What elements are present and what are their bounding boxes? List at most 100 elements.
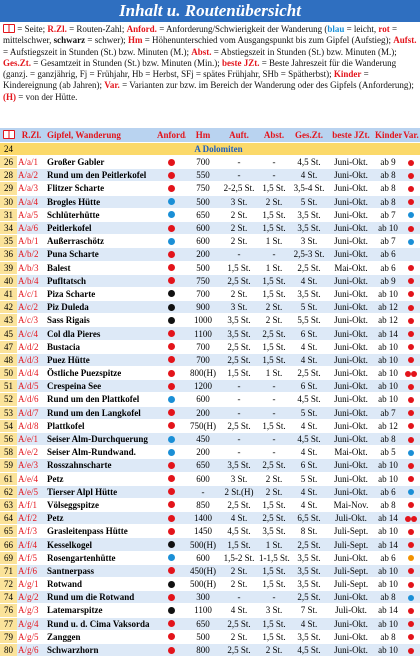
descent-time: 2,5 St.	[258, 511, 290, 526]
variant-dot	[408, 357, 414, 364]
legend-text: = leicht,	[344, 24, 379, 34]
difficulty-dot	[167, 184, 175, 192]
route-row: 31 A/a/5 Schlüterhütte 650 2 St. 1,5 St. 3,5 S…	[0, 208, 420, 222]
variants	[402, 287, 420, 302]
column-header: Ges.Zt.	[290, 128, 328, 143]
total-time: 8 St.	[290, 524, 328, 539]
best-season: Juni-Okt.	[328, 247, 374, 262]
difficulty-dot	[167, 303, 175, 311]
legend-text: beste JZt.	[221, 57, 260, 68]
elevation: 700	[186, 155, 220, 170]
route-name: Flitzer Scharte	[46, 181, 156, 196]
legend-text: Ges.Zt.	[3, 57, 31, 68]
descent-time: 2 St.	[258, 472, 290, 486]
variants	[402, 274, 420, 288]
best-season: Mai-Okt.	[328, 445, 374, 460]
difficulty	[156, 313, 186, 328]
total-time: 6 St.	[290, 326, 328, 341]
variants	[402, 353, 420, 368]
legend-text: blau	[327, 24, 345, 34]
descent-time: 1,5 St.	[258, 221, 290, 236]
elevation: 700	[186, 353, 220, 368]
ascent-time: -	[220, 590, 258, 605]
route-name: Schlüterhütte	[46, 208, 156, 222]
route-name: Puna Scharte	[46, 247, 156, 262]
best-season: Juni-Okt.	[328, 155, 374, 170]
route-row: 51 A/d/5 Crespeina See 1200- -6 St. Juni-Okt.…	[0, 379, 420, 394]
route-number: A/c/4	[17, 326, 46, 341]
total-time: 5 St.	[290, 406, 328, 420]
best-season: Juni-Okt.	[328, 340, 374, 354]
variant-dot	[405, 370, 411, 377]
route-name: Rosengartenhütte	[46, 551, 156, 565]
route-name: Rotwand	[46, 577, 156, 592]
elevation: 200	[186, 445, 220, 460]
route-row: 50 A/d/4 Östliche Puezspitze 800(H) 1,5 St. 1…	[0, 366, 420, 381]
page-number: 50	[0, 366, 17, 381]
legend-text: Anford.	[126, 24, 157, 34]
difficulty-dot	[167, 211, 175, 219]
children-age: ab 7	[374, 406, 402, 420]
ascent-time: -	[220, 406, 258, 420]
children-age: ab 10	[374, 617, 402, 631]
ascent-time: 2 St.	[220, 564, 258, 579]
route-name: Petz	[46, 511, 156, 526]
difficulty-dot	[167, 448, 175, 456]
route-number: A/g/3	[17, 603, 46, 618]
ascent-time: 2-2,5 St.	[220, 181, 258, 196]
elevation: 600	[186, 221, 220, 236]
difficulty	[156, 498, 186, 513]
ascent-time: 2 St.	[220, 234, 258, 249]
best-season: Juli-Okt.	[328, 511, 374, 526]
page-number: 63	[0, 498, 17, 513]
descent-time: 1,5 St.	[258, 287, 290, 302]
total-time: 4 St.	[290, 445, 328, 460]
total-time: 5 St.	[290, 195, 328, 209]
total-time: 3,5-4 St.	[290, 181, 328, 196]
route-number: A/d/6	[17, 392, 46, 407]
column-header: Gipfel, Wanderung	[46, 128, 156, 143]
route-name: Pufltatsch	[46, 274, 156, 288]
section-page: 24	[0, 142, 17, 156]
best-season: Juni-Okt.	[328, 326, 374, 341]
variants	[402, 208, 420, 222]
ascent-time: -	[220, 392, 258, 407]
variants	[402, 458, 420, 473]
total-time: 7 St.	[290, 603, 328, 618]
legend-text: (H)	[3, 91, 16, 102]
legend-text: schwarz	[53, 35, 86, 46]
children-age: ab 6	[374, 551, 402, 565]
variant-dot	[408, 199, 414, 206]
total-time: 3,5 St.	[290, 208, 328, 222]
ascent-time: -	[220, 379, 258, 394]
variant-dot	[408, 396, 414, 403]
ascent-time: 2 St.	[220, 287, 258, 302]
page-number: 28	[0, 168, 17, 183]
descent-time: 1 St.	[258, 366, 290, 381]
variants	[402, 326, 420, 341]
total-time: 4 St.	[290, 498, 328, 513]
page-number: 77	[0, 617, 17, 631]
route-name: Kesselkogel	[46, 537, 156, 552]
variant-dot	[408, 647, 414, 654]
variants	[402, 603, 420, 618]
variants	[402, 485, 420, 499]
route-row: 65 A/f/3 Grasleitenpass Hütte 1450 4,5 St. 3,…	[0, 524, 420, 539]
descent-time: 1-1,5 St.	[258, 551, 290, 565]
children-age: ab 14	[374, 603, 402, 618]
elevation: 900	[186, 300, 220, 315]
children-age: ab 8	[374, 630, 402, 644]
legend-text: = Gesamtzeit in Stunden (St.) bzw. Minut…	[31, 57, 222, 68]
route-row: 42 A/c/2 Piz Duleda 900 3 St. 2 St. 5 St. Juni-…	[0, 300, 420, 315]
children-age: ab 10	[374, 458, 402, 473]
difficulty	[156, 168, 186, 183]
elevation: 500	[186, 261, 220, 275]
variant-dot	[408, 621, 414, 628]
elevation: 1200	[186, 379, 220, 394]
children-age: ab 8	[374, 498, 402, 513]
difficulty	[156, 511, 186, 526]
route-number: A/f/4	[17, 537, 46, 552]
total-time: 3 St.	[290, 234, 328, 249]
route-row: 28 A/a/2 Rund um den Peitlerkofel 550- -4 St…	[0, 168, 420, 183]
difficulty	[156, 366, 186, 381]
